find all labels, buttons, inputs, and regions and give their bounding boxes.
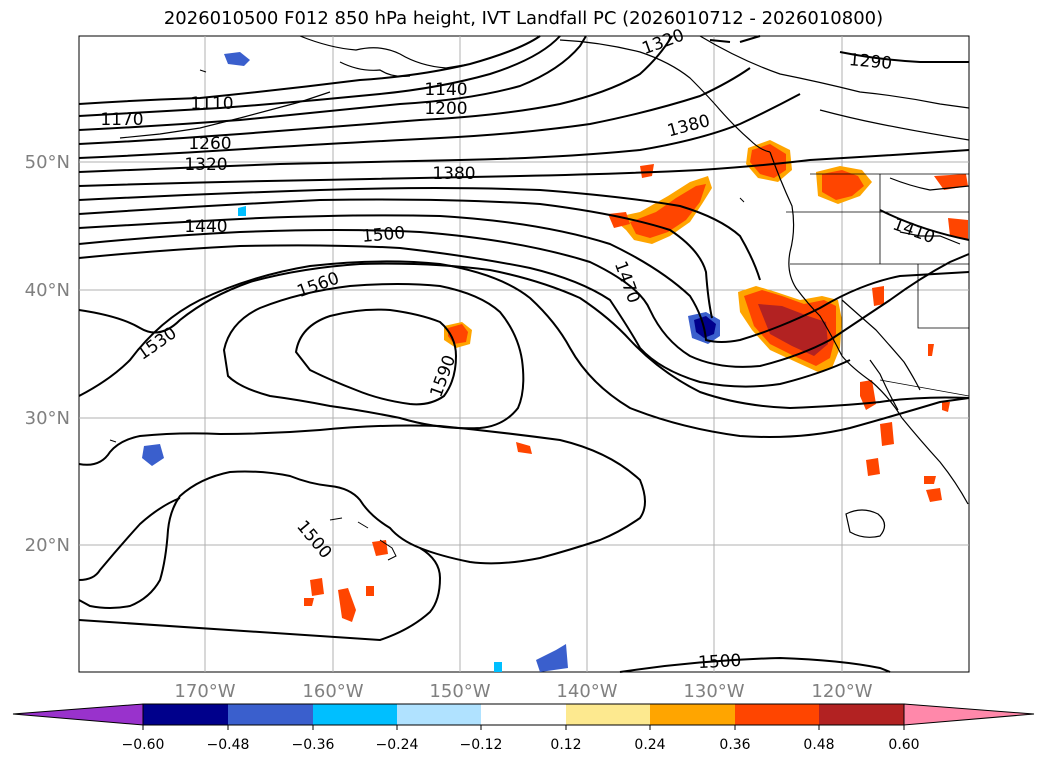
colorbar-bin [735, 704, 819, 725]
lon-label: 120°W [811, 681, 872, 702]
contour-label: 1500 [698, 651, 742, 673]
colorbar-tick-label: 0.48 [803, 737, 834, 753]
colorbar-tick-label: 0.60 [888, 737, 919, 753]
lon-label: 150°W [429, 681, 490, 702]
graticule [79, 36, 969, 672]
lon-label: 130°W [683, 681, 744, 702]
contour-label: 1110 [190, 94, 233, 114]
colorbar-extend-high [903, 703, 1035, 726]
colorbar-tick-label: −0.12 [460, 737, 503, 753]
contour-label: 1320 [184, 155, 227, 175]
contour-label: 1140 [424, 80, 467, 100]
lat-label: 30°N [25, 408, 70, 429]
colorbar-tick-label: −0.24 [376, 737, 419, 753]
contour-label: 1290 [848, 50, 893, 74]
colorbar-tick-label: 0.24 [634, 737, 665, 753]
latitude-labels: 50°N 40°N 30°N 20°N [25, 152, 70, 556]
islands [109, 69, 745, 561]
lat-label: 20°N [25, 535, 70, 556]
colorbar-bin [819, 704, 904, 725]
political-boundaries [786, 173, 970, 397]
colorbar-bin [313, 704, 397, 725]
colorbar-bin [143, 704, 228, 725]
colorbar: −0.60 −0.48 −0.36 −0.24 −0.12 0.12 0.24 … [12, 703, 1035, 753]
colorbar-tick-label: −0.48 [207, 737, 250, 753]
contour-label: 1260 [188, 134, 231, 154]
contour-label: 1170 [100, 110, 143, 130]
colorbar-bin [650, 704, 735, 725]
colorbar-tick-label: −0.36 [292, 737, 335, 753]
colorbar-outline [142, 703, 905, 726]
colorbar-ticks [142, 725, 905, 730]
colorbar-bin [397, 704, 481, 725]
lat-label: 40°N [25, 280, 70, 301]
lon-label: 160°W [302, 681, 363, 702]
colorbar-bin [481, 704, 566, 725]
ivt-negative-shading [142, 52, 720, 672]
colorbar-extend-low [12, 703, 144, 726]
colorbar-tick-label: 0.36 [719, 737, 750, 753]
colorbar-bin [566, 704, 650, 725]
map-title: 2026010500 F012 850 hPa height, IVT Land… [163, 8, 884, 29]
lat-label: 50°N [25, 152, 70, 173]
contour-label: 1440 [184, 217, 227, 237]
contour-label: 1200 [424, 99, 467, 119]
lon-label: 170°W [174, 681, 235, 702]
colorbar-tick-label: −0.60 [122, 737, 165, 753]
colorbar-bin [228, 704, 313, 725]
lon-label: 140°W [556, 681, 617, 702]
longitude-labels: 170°W 160°W 150°W 140°W 130°W 120°W [174, 681, 872, 702]
height-contours [78, 35, 970, 673]
contour-label: 1380 [432, 164, 475, 184]
colorbar-tick-label: 0.12 [550, 737, 581, 753]
contour-label: 1500 [361, 223, 406, 247]
